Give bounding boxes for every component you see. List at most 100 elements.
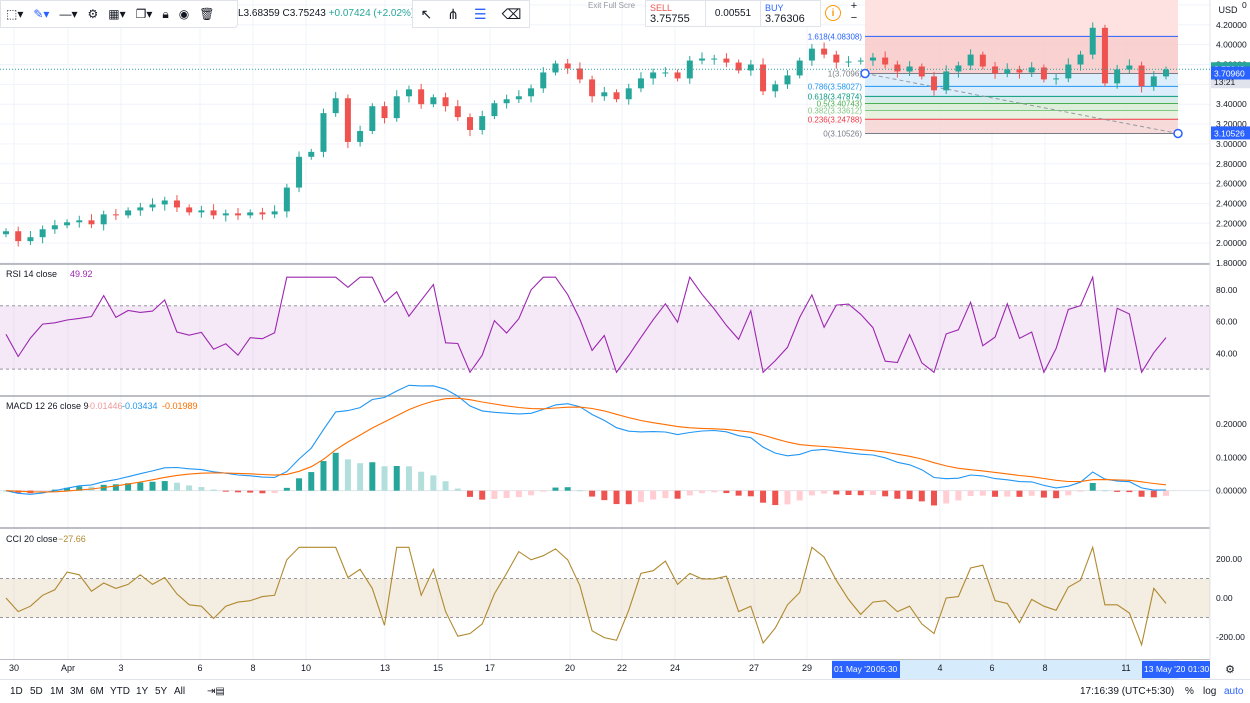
range-1m[interactable]: 1M xyxy=(50,686,64,697)
candle-body xyxy=(869,57,876,61)
candle-body xyxy=(51,225,58,230)
range-6m[interactable]: 6M xyxy=(90,686,104,697)
candle-body xyxy=(833,54,840,63)
candle-body xyxy=(405,89,412,97)
macd-hist-bar xyxy=(1016,490,1023,497)
zoom-out-button[interactable]: − xyxy=(850,12,858,24)
cursor-icon[interactable]: ↖ xyxy=(420,5,433,22)
macd-hist-bar xyxy=(235,490,241,493)
candle-body xyxy=(735,62,742,71)
candle-body xyxy=(662,72,669,74)
macd-hist-bar xyxy=(552,487,559,491)
macd-axis-tick: 0.00000 xyxy=(1216,486,1247,496)
range-3m[interactable]: 3M xyxy=(70,686,84,697)
eraser-icon[interactable]: ⌫ xyxy=(501,5,522,22)
time-axis-label: Apr xyxy=(61,663,75,673)
price-axis-tick: 4.20000 xyxy=(1216,20,1247,30)
macd-hist-bar xyxy=(540,490,547,492)
macd-hist-bar xyxy=(528,490,535,496)
exit-fullscreen-hint[interactable]: Exit Full Scre xyxy=(588,1,636,10)
crosshair-icon[interactable]: ⬚▾ xyxy=(6,7,24,21)
log-toggle[interactable]: log xyxy=(1203,686,1217,697)
range-1y[interactable]: 1Y xyxy=(136,686,149,697)
macd-hist-bar xyxy=(967,490,974,496)
price-axis-tick: 3.00000 xyxy=(1216,139,1247,149)
rsi-name: RSI 14 close xyxy=(6,269,57,279)
macd-hist-bar xyxy=(39,490,46,492)
candle-body xyxy=(1040,67,1047,80)
gear-icon[interactable]: ⚙ xyxy=(87,7,99,21)
sell-label: SELL xyxy=(650,3,673,13)
macd-hist-bar xyxy=(112,484,119,491)
brush-icon[interactable]: ✎▾ xyxy=(33,7,50,21)
fib-zone xyxy=(865,103,1178,111)
auto-toggle[interactable]: auto xyxy=(1224,686,1244,697)
macd-hist-bar xyxy=(283,487,290,491)
candle-body xyxy=(625,88,632,100)
candle-body xyxy=(149,204,156,208)
layout-icon[interactable]: ▦▾ xyxy=(108,7,126,21)
currency-label[interactable]: USD xyxy=(1214,2,1242,18)
info-icon[interactable]: i xyxy=(825,5,841,21)
candle-body xyxy=(112,214,119,216)
macd-hist-bar xyxy=(857,490,864,496)
zoom-controls: + − xyxy=(847,0,861,24)
candle-body xyxy=(344,98,351,142)
candle-body xyxy=(308,151,315,157)
candle-body xyxy=(1150,76,1157,87)
candle-body xyxy=(88,220,95,225)
time-axis-label: 27 xyxy=(749,663,759,673)
range-all[interactable]: All xyxy=(174,686,186,697)
macd-hist-bar xyxy=(589,490,596,497)
macd-hist-bar xyxy=(1163,490,1169,496)
candle-body xyxy=(1053,78,1060,80)
candle-body xyxy=(491,103,498,117)
macd-hist-bar xyxy=(332,452,339,491)
fib-tool-icon[interactable]: ☰ xyxy=(474,5,487,22)
candle-body xyxy=(15,231,22,242)
range-5y[interactable]: 5Y xyxy=(155,686,168,697)
macd-hist-bar xyxy=(662,490,669,499)
sell-button[interactable]: SELL 3.75755 xyxy=(646,1,705,26)
goto-date-icon[interactable]: ⇥▤ xyxy=(207,686,225,697)
candle-body xyxy=(784,75,791,85)
time-start-tag-bg xyxy=(832,661,900,678)
candle-body xyxy=(320,113,327,152)
candle-body xyxy=(650,72,657,79)
range-5d[interactable]: 5D xyxy=(30,686,43,697)
fib-price-tag: 3.70960 xyxy=(1214,68,1245,78)
macd-hist-bar xyxy=(247,490,254,493)
macd-hist-bar xyxy=(601,490,608,501)
lock-icon[interactable]: 🔒︎ xyxy=(162,6,169,21)
candle-body xyxy=(882,57,889,65)
macd-hist-bar xyxy=(320,461,327,491)
candle-body xyxy=(760,64,767,92)
line-tool-icon[interactable]: —▾ xyxy=(59,7,78,21)
zoom-in-button[interactable]: + xyxy=(850,0,858,12)
range-ytd[interactable]: YTD xyxy=(110,686,130,697)
candle-body xyxy=(1138,65,1145,87)
trash-icon[interactable]: 🗑︎ xyxy=(199,7,215,21)
range-1d[interactable]: 1D xyxy=(10,686,23,697)
macd-line xyxy=(5,384,1167,495)
clock[interactable]: 17:16:39 (UTC+5:30) xyxy=(1080,686,1175,697)
macd-hist-bar xyxy=(1065,490,1072,496)
eye-icon[interactable]: ◉ xyxy=(178,7,190,21)
time-axis-label: 22 xyxy=(617,663,627,673)
candle-body xyxy=(173,200,180,208)
macd-hist-bar xyxy=(1126,490,1133,493)
template-icon[interactable]: ❐▾ xyxy=(135,7,153,21)
macd-hist-bar xyxy=(467,490,473,497)
candle-body xyxy=(76,220,83,223)
time-axis-label: 11 xyxy=(1121,663,1130,673)
time-axis-label: 17 xyxy=(485,663,495,673)
pitchfork-icon[interactable]: ⋔ xyxy=(447,5,460,22)
macd-hist-bar xyxy=(1150,490,1157,498)
percent-toggle[interactable]: % xyxy=(1185,686,1194,697)
macd-hist-bar xyxy=(173,482,180,491)
macd-signal-line xyxy=(5,397,1167,493)
candle-body xyxy=(1077,54,1084,65)
candle-body xyxy=(137,207,144,211)
buy-button[interactable]: BUY 3.76306 xyxy=(761,1,820,26)
